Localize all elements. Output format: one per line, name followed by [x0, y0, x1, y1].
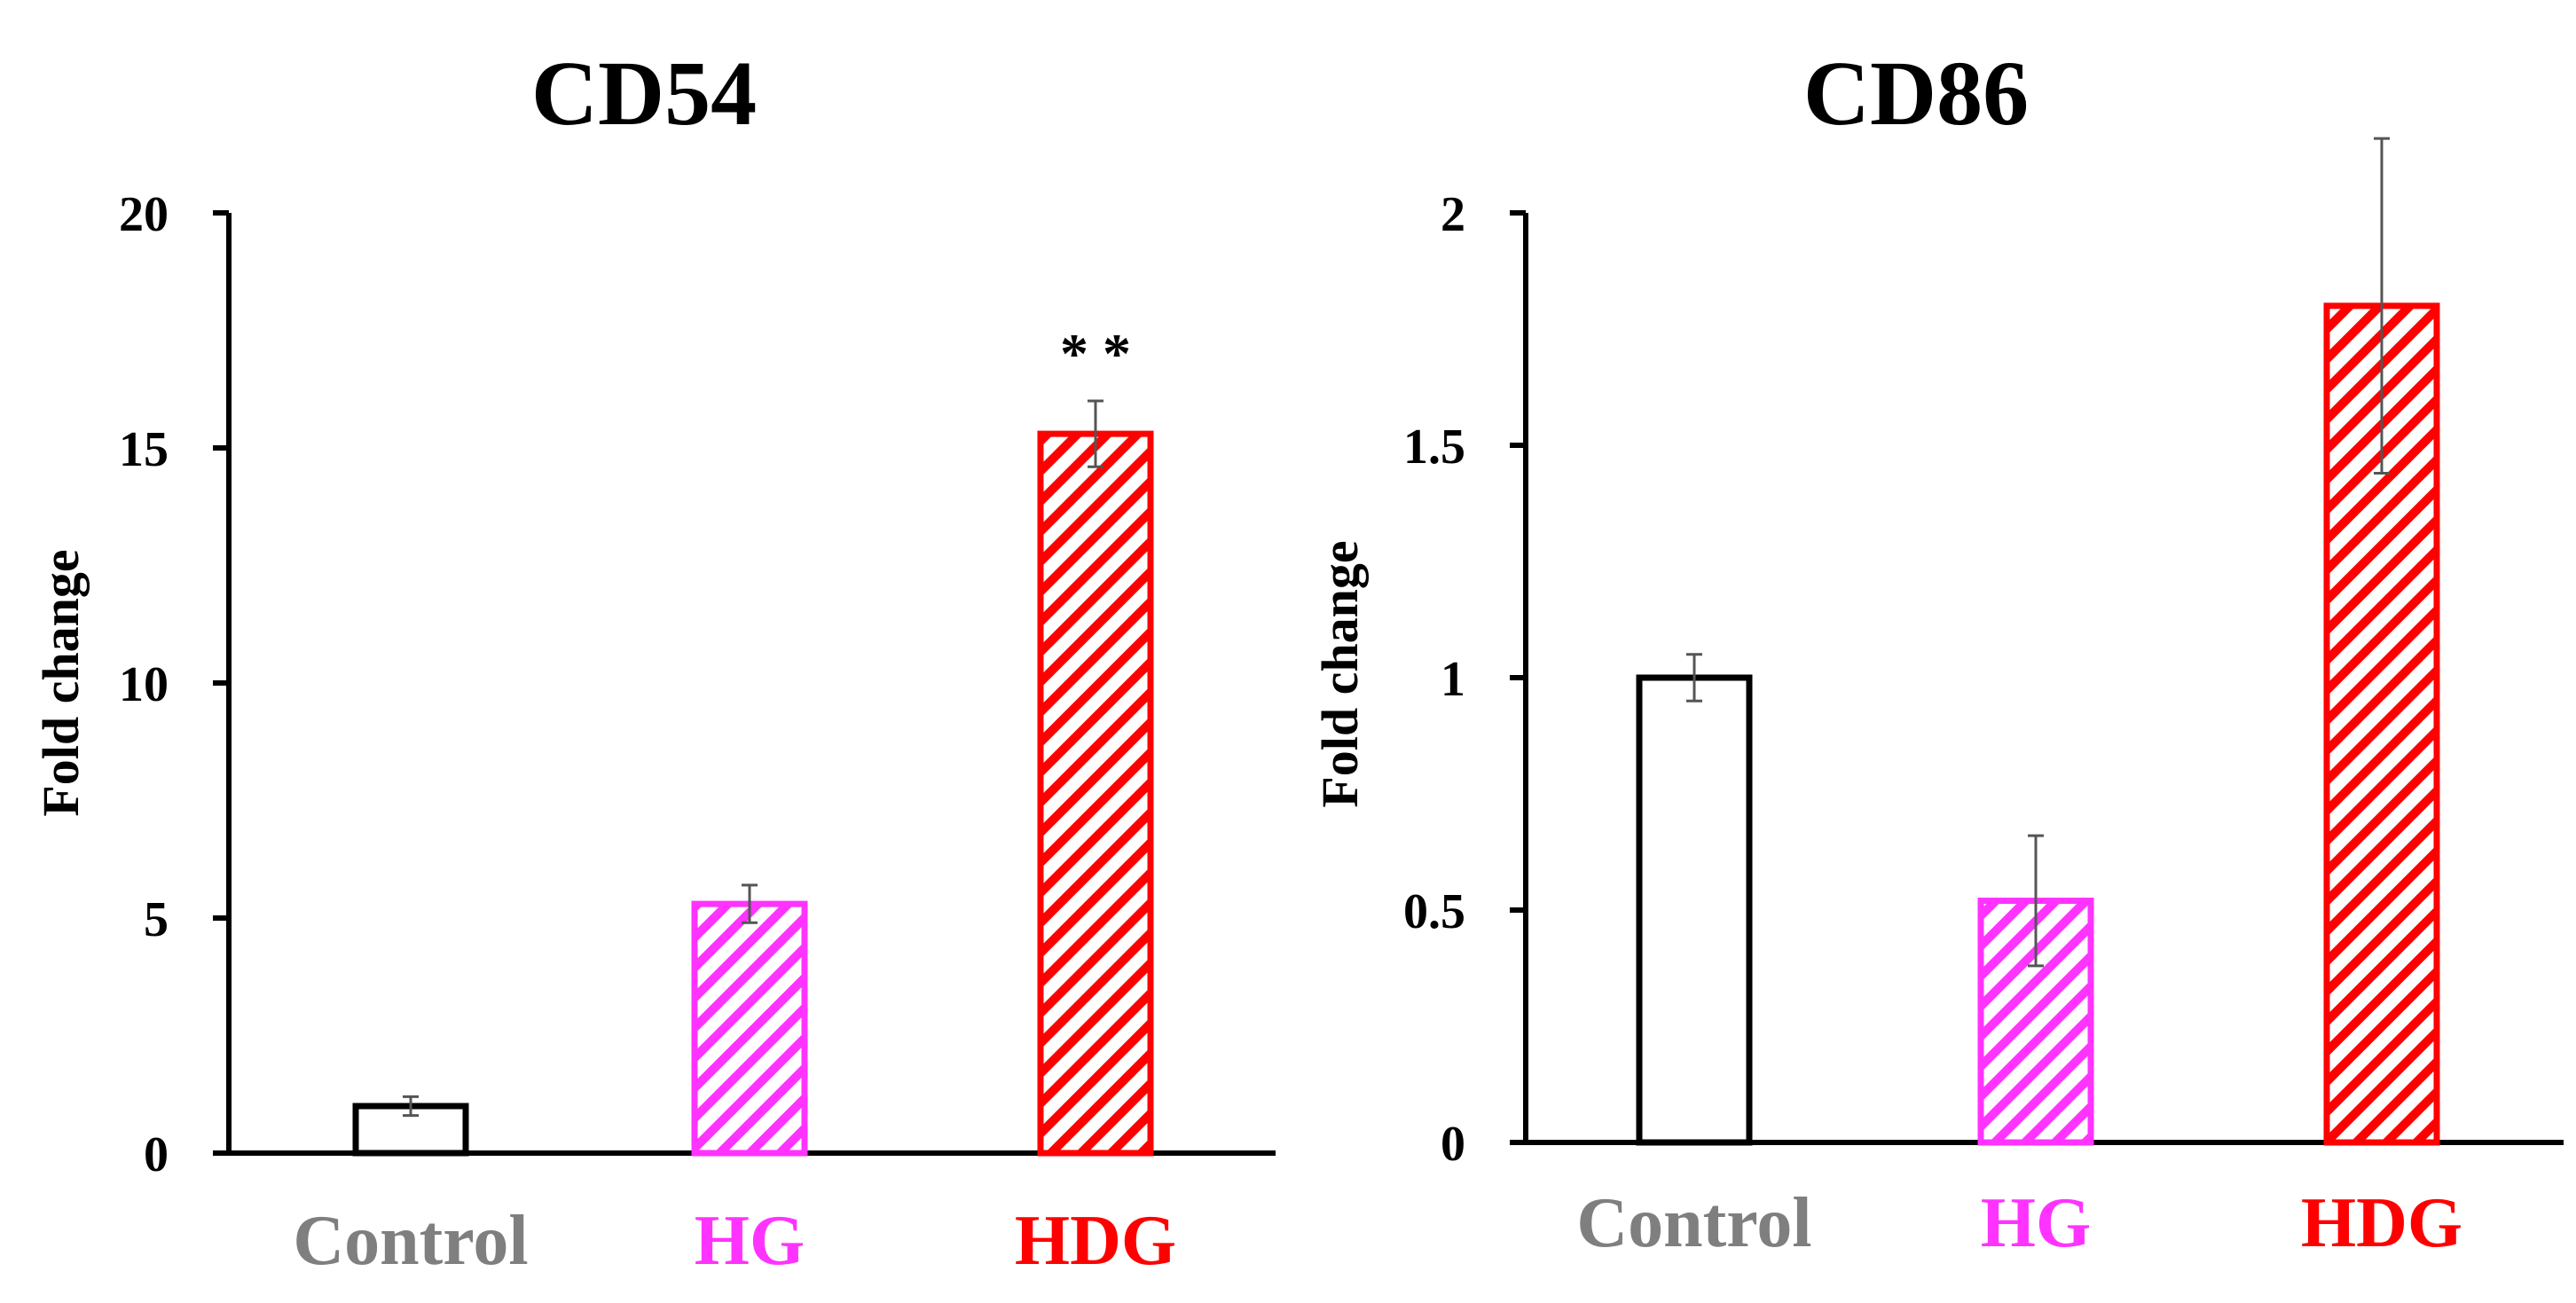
- cd86-error-bar-control: [1686, 653, 1702, 703]
- cd86-y-tick-label: 1.5: [1403, 420, 1465, 475]
- cd86-y-tick-label: 0.5: [1403, 884, 1465, 939]
- cd86-category-label-hdg: HDG: [2301, 1184, 2462, 1262]
- cd54-y-tick-label: 20: [119, 187, 169, 242]
- cd54-error-bar-hdg: [1088, 399, 1103, 468]
- cd54-title: CD54: [531, 43, 757, 145]
- cd54-category-label-hdg: HDG: [1015, 1202, 1176, 1280]
- cd54-y-tick-label: 5: [144, 892, 169, 947]
- cd54-significance-annotation: * *: [1060, 322, 1131, 385]
- cd54-chart: CD54 Fold change 0 5 10 15 20 * * Control HG H…: [32, 43, 1276, 1280]
- cd86-category-label-control: Control: [1576, 1184, 1811, 1262]
- cd86-y-axis-label: Fold change: [1311, 540, 1369, 807]
- cd54-category-label-control: Control: [293, 1202, 528, 1280]
- cd86-y-tick-label: 0: [1441, 1117, 1465, 1172]
- cd54-error-bar-hg: [742, 883, 758, 924]
- cd54-category-label-hg: HG: [695, 1202, 805, 1280]
- cd54-y-axis-label: Fold change: [32, 549, 90, 816]
- cd86-chart: CD86 Fold change 0 0.5 1 1.5 2 Control HG HDG: [1311, 43, 2564, 1262]
- cd86-y-tick-label: 2: [1441, 187, 1465, 242]
- cd86-bar-control: [1636, 674, 1753, 1146]
- cd86-y-tick-label: 1: [1441, 652, 1465, 707]
- cd86-error-bar-hdg: [2374, 137, 2390, 475]
- cd54-bar-hdg: [1037, 430, 1154, 1157]
- cd54-y-tick-label: 15: [119, 422, 169, 477]
- cd54-bar-hg: [691, 900, 808, 1157]
- cd54-y-tick-label: 10: [119, 657, 169, 712]
- cd54-error-bar-control: [403, 1095, 419, 1118]
- cd86-error-bar-hg: [2028, 834, 2044, 968]
- cd86-category-label-hg: HG: [1981, 1184, 2091, 1262]
- cd54-y-tick-label: 0: [144, 1127, 169, 1182]
- cd86-title: CD86: [1803, 43, 2029, 145]
